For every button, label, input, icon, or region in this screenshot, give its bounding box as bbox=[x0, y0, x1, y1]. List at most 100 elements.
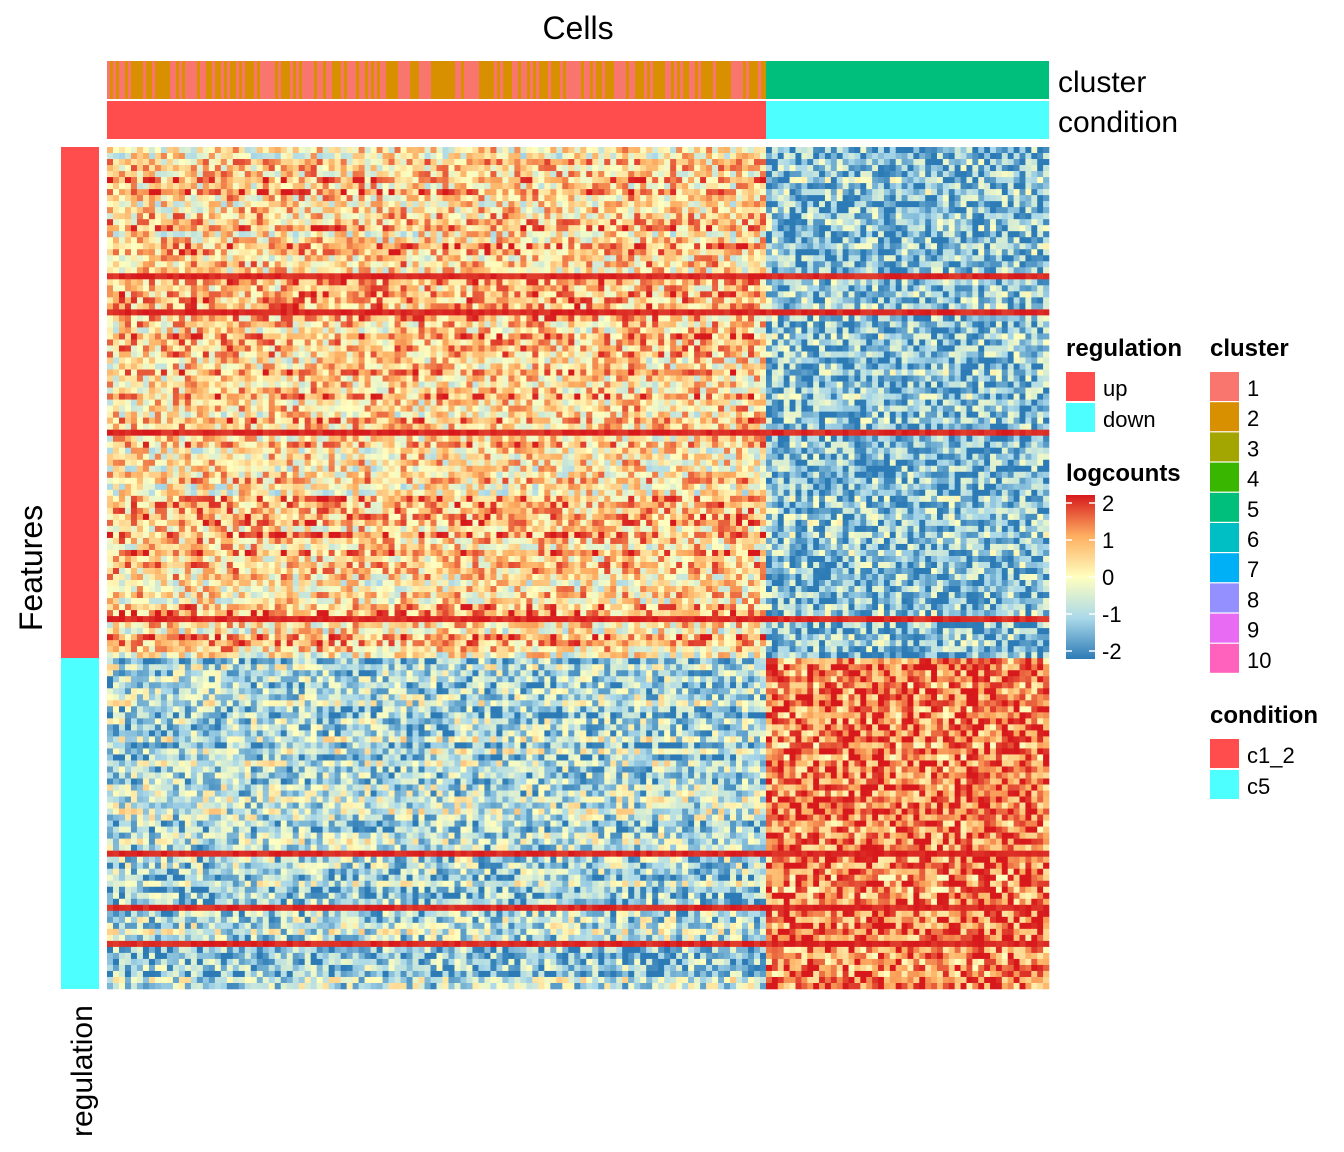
heatmap-cell bbox=[978, 159, 984, 165]
heatmap-cell bbox=[825, 249, 831, 255]
cluster-anno-cell bbox=[329, 61, 332, 99]
heatmap-cell bbox=[990, 273, 996, 279]
heatmap-cell bbox=[167, 255, 173, 261]
heatmap-cell bbox=[119, 327, 125, 333]
heatmap-cell bbox=[819, 255, 825, 261]
heatmap-cell bbox=[931, 315, 937, 321]
heatmap-cell bbox=[371, 207, 377, 213]
heatmap-cell bbox=[652, 291, 658, 297]
heatmap-cell bbox=[514, 285, 520, 291]
heatmap-cell bbox=[419, 147, 425, 153]
heatmap-cell bbox=[813, 171, 819, 177]
heatmap-cell bbox=[949, 189, 955, 195]
heatmap-cell bbox=[514, 189, 520, 195]
heatmap-cell bbox=[748, 171, 754, 177]
heatmap-cell bbox=[251, 231, 257, 237]
heatmap-cell bbox=[854, 213, 860, 219]
heatmap-cell bbox=[778, 315, 784, 321]
cluster-anno-cell bbox=[752, 61, 755, 99]
heatmap-cell bbox=[478, 225, 484, 231]
heatmap-cell bbox=[203, 165, 209, 171]
heatmap-cell bbox=[760, 321, 766, 327]
heatmap-cell bbox=[919, 255, 925, 261]
heatmap-cell bbox=[269, 207, 275, 213]
heatmap-cell bbox=[233, 243, 239, 249]
heatmap-cell bbox=[407, 207, 413, 213]
heatmap-cell bbox=[167, 237, 173, 243]
heatmap-cell bbox=[712, 195, 718, 201]
heatmap-cell bbox=[592, 237, 598, 243]
cluster-anno-cell bbox=[557, 61, 560, 99]
heatmap-cell bbox=[837, 189, 843, 195]
heatmap-cell bbox=[508, 171, 514, 177]
heatmap-cell bbox=[778, 159, 784, 165]
heatmap-cell bbox=[239, 195, 245, 201]
heatmap-cell bbox=[996, 201, 1002, 207]
heatmap-cell bbox=[1043, 207, 1049, 213]
heatmap-cell bbox=[335, 189, 341, 195]
heatmap-cell bbox=[221, 177, 227, 183]
heatmap-cell bbox=[896, 297, 902, 303]
heatmap-cell bbox=[299, 159, 305, 165]
heatmap-cell bbox=[966, 297, 972, 303]
heatmap-cell bbox=[760, 207, 766, 213]
heatmap-cell bbox=[173, 153, 179, 159]
heatmap-cell bbox=[622, 249, 628, 255]
heatmap-cell bbox=[790, 147, 796, 153]
heatmap-cell bbox=[448, 153, 454, 159]
heatmap-cell bbox=[419, 225, 425, 231]
heatmap-cell bbox=[676, 219, 682, 225]
heatmap-cell bbox=[407, 219, 413, 225]
heatmap-cell bbox=[311, 285, 317, 291]
heatmap-cell bbox=[937, 159, 943, 165]
cluster-anno-cell bbox=[482, 61, 485, 99]
heatmap-cell bbox=[586, 177, 592, 183]
heatmap-cell bbox=[598, 159, 604, 165]
heatmap-cell bbox=[902, 183, 908, 189]
heatmap-cell bbox=[766, 219, 772, 225]
heatmap-cell bbox=[353, 321, 359, 327]
heatmap-cell bbox=[203, 171, 209, 177]
heatmap-cell bbox=[269, 267, 275, 273]
heatmap-cell bbox=[902, 255, 908, 261]
heatmap-cell bbox=[496, 261, 502, 267]
heatmap-cell bbox=[568, 255, 574, 261]
cluster-anno-cell bbox=[176, 61, 179, 99]
heatmap-cell bbox=[1043, 249, 1049, 255]
heatmap-cell bbox=[442, 249, 448, 255]
heatmap-cell bbox=[203, 279, 209, 285]
cluster-anno-cell bbox=[629, 61, 632, 99]
heatmap-cell bbox=[119, 189, 125, 195]
heatmap-cell bbox=[526, 201, 532, 207]
heatmap-cell bbox=[299, 297, 305, 303]
heatmap-cell bbox=[978, 243, 984, 249]
heatmap-cell bbox=[1031, 273, 1037, 279]
heatmap-cell bbox=[819, 189, 825, 195]
heatmap-cell bbox=[448, 159, 454, 165]
heatmap-cell bbox=[801, 165, 807, 171]
heatmap-cell bbox=[919, 279, 925, 285]
heatmap-cell bbox=[925, 213, 931, 219]
heatmap-cell bbox=[419, 171, 425, 177]
heatmap-cell bbox=[978, 249, 984, 255]
heatmap-cell bbox=[984, 285, 990, 291]
heatmap-cell bbox=[610, 261, 616, 267]
heatmap-cell bbox=[466, 315, 472, 321]
heatmap-cell bbox=[1037, 171, 1043, 177]
heatmap-cell bbox=[472, 225, 478, 231]
heatmap-cell bbox=[191, 267, 197, 273]
heatmap-cell bbox=[860, 171, 866, 177]
heatmap-cell bbox=[736, 273, 742, 279]
heatmap-cell bbox=[299, 165, 305, 171]
heatmap-cell bbox=[197, 207, 203, 213]
heatmap-cell bbox=[866, 279, 872, 285]
heatmap-cell bbox=[125, 255, 131, 261]
heatmap-cell bbox=[784, 267, 790, 273]
heatmap-cell bbox=[860, 243, 866, 249]
heatmap-cell bbox=[878, 303, 884, 309]
heatmap-cell bbox=[664, 171, 670, 177]
heatmap-cell bbox=[131, 249, 137, 255]
heatmap-cell bbox=[341, 237, 347, 243]
heatmap-cell bbox=[329, 159, 335, 165]
heatmap-cell bbox=[544, 291, 550, 297]
